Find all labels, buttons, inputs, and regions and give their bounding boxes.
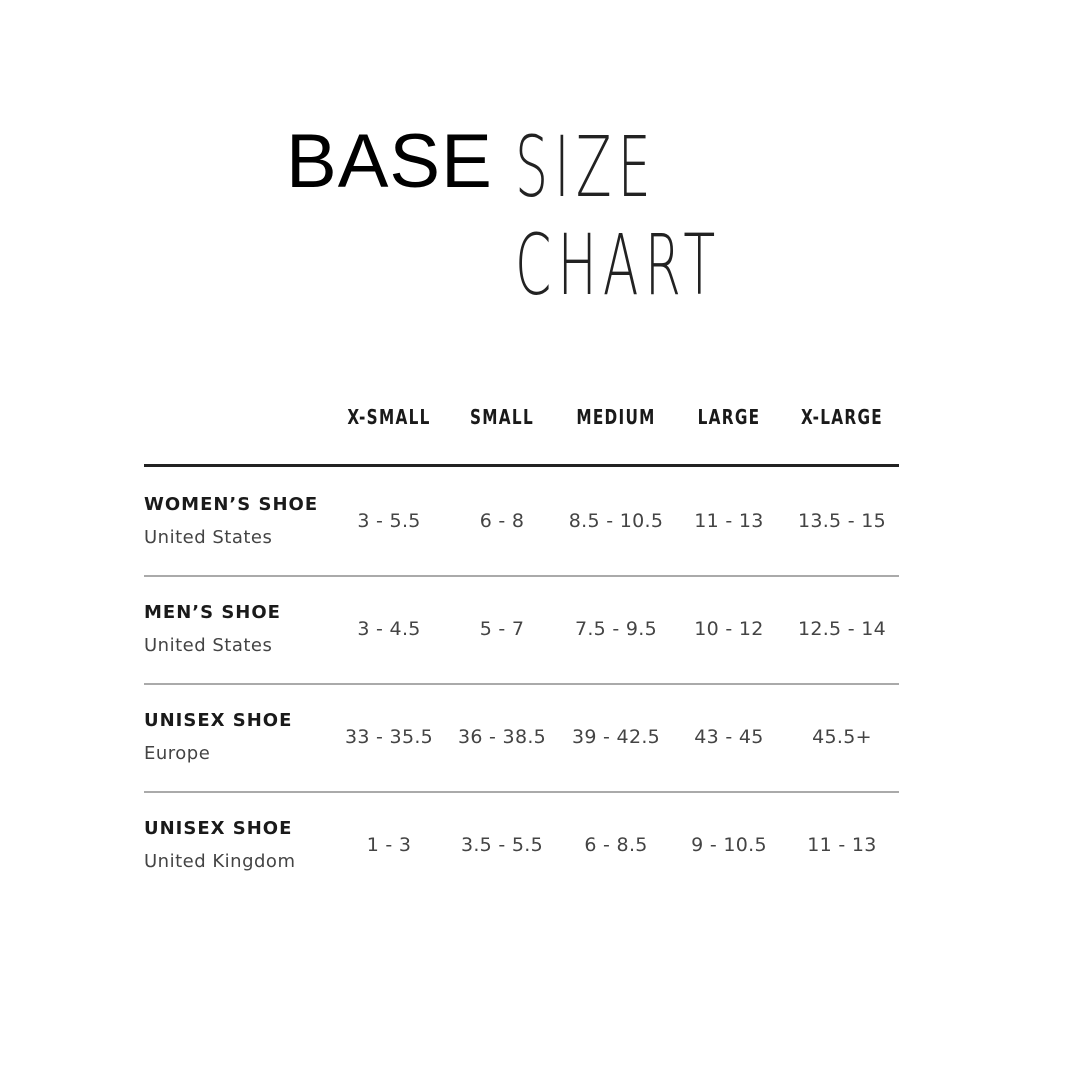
size-cell: 6 - 8.5 xyxy=(584,834,648,856)
row-divider xyxy=(144,683,899,685)
header-divider xyxy=(144,464,899,467)
title-size-chart: SIZE CHART xyxy=(515,118,722,314)
size-cell: 1 - 3 xyxy=(366,834,412,856)
size-cell: 7.5 - 9.5 xyxy=(574,618,658,640)
size-cell: 12.5 - 14 xyxy=(797,618,887,640)
row-label: UNISEX SHOE xyxy=(144,710,293,731)
size-cell: 11 - 13 xyxy=(694,510,764,532)
size-cell: 3 - 5.5 xyxy=(357,510,421,532)
size-cell: 10 - 12 xyxy=(694,618,764,640)
row-region: Europe xyxy=(144,743,211,764)
column-header: X-LARGE xyxy=(800,405,884,429)
size-cell: 36 - 38.5 xyxy=(457,726,547,748)
column-header: X-SMALL xyxy=(347,405,431,429)
column-header: MEDIUM xyxy=(576,405,656,429)
size-cell: 33 - 35.5 xyxy=(344,726,434,748)
size-cell: 39 - 42.5 xyxy=(571,726,661,748)
size-cell: 8.5 - 10.5 xyxy=(568,510,664,532)
column-header: SMALL xyxy=(470,405,534,429)
row-divider xyxy=(144,791,899,793)
row-label: UNISEX SHOE xyxy=(144,818,293,839)
size-cell: 11 - 13 xyxy=(807,834,877,856)
row-region: United Kingdom xyxy=(144,851,296,872)
size-cell: 5 - 7 xyxy=(479,618,525,640)
size-cell: 43 - 45 xyxy=(694,726,764,748)
title-brand: BASE xyxy=(286,119,493,204)
row-divider xyxy=(144,575,899,577)
size-cell: 3 - 4.5 xyxy=(357,618,421,640)
size-cell: 13.5 - 15 xyxy=(797,510,887,532)
size-cell: 9 - 10.5 xyxy=(691,834,767,856)
row-label: WOMEN’S SHOE xyxy=(144,494,319,515)
size-cell: 45.5+ xyxy=(812,726,872,748)
size-cell: 6 - 8 xyxy=(479,510,525,532)
row-region: United States xyxy=(144,635,273,656)
column-header: LARGE xyxy=(697,405,761,429)
row-label: MEN’S SHOE xyxy=(144,602,281,623)
size-cell: 3.5 - 5.5 xyxy=(460,834,544,856)
row-region: United States xyxy=(144,527,273,548)
